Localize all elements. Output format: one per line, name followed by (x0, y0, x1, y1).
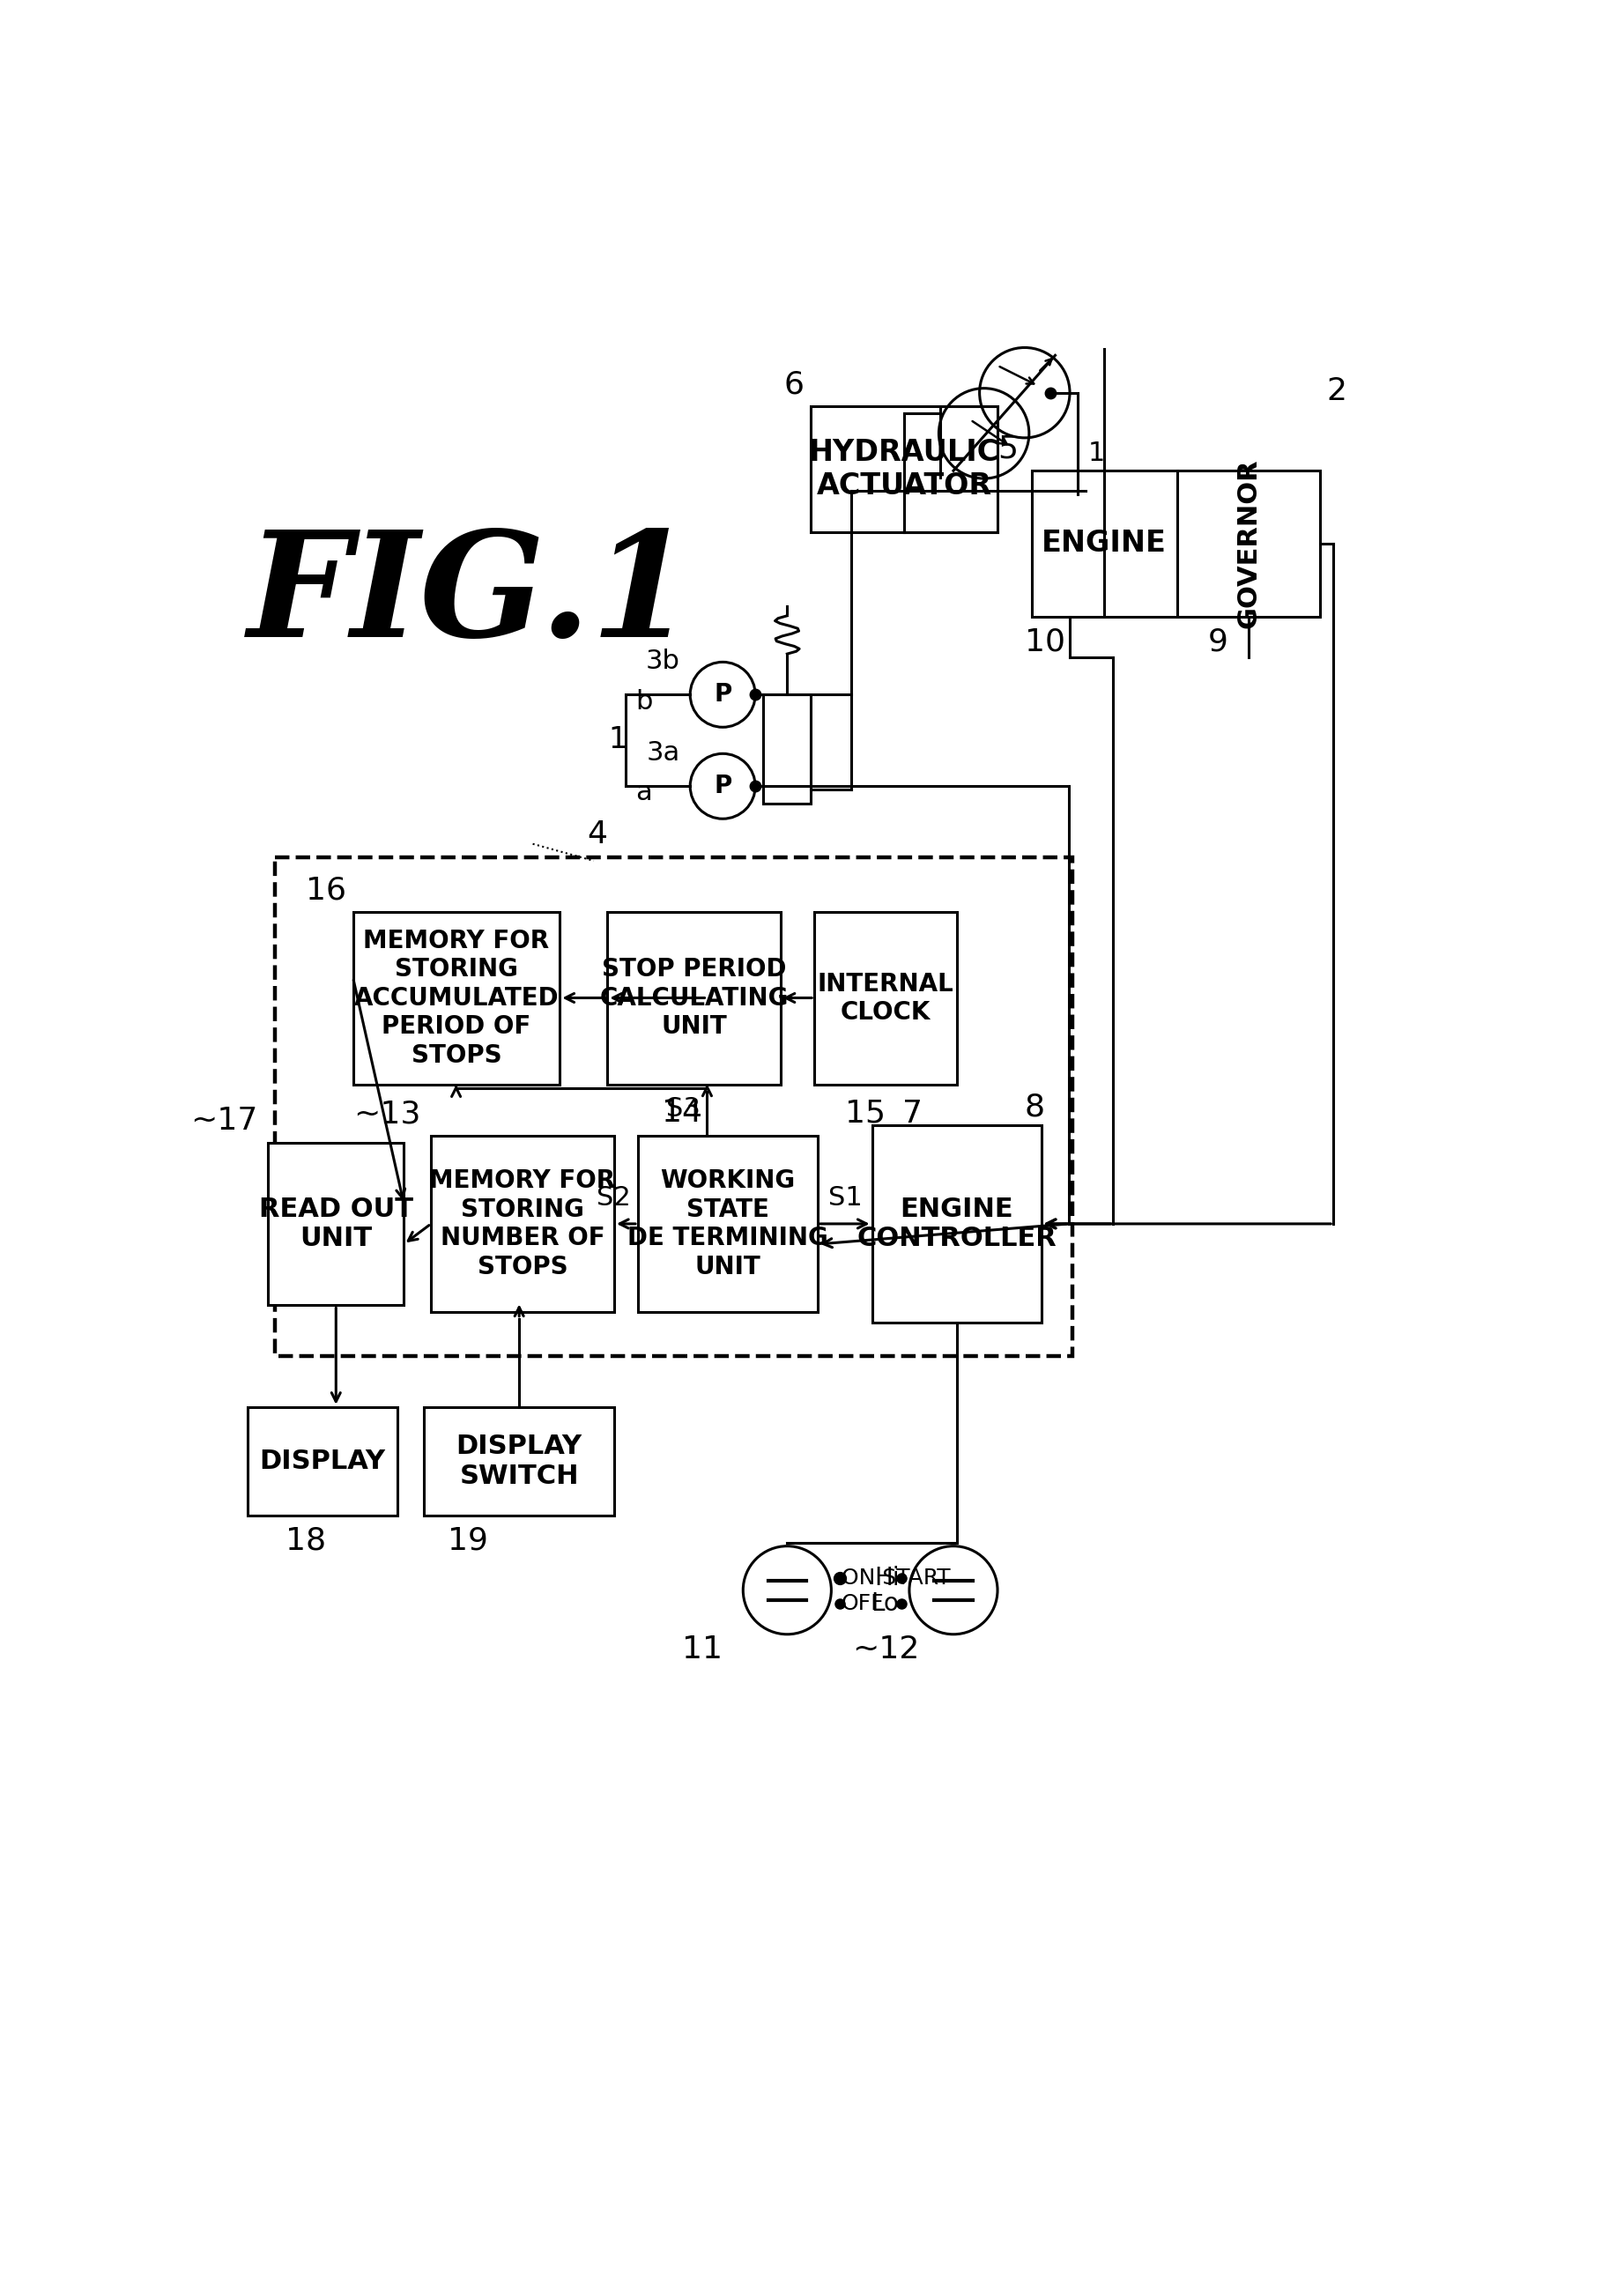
Text: HYDRAULIC
ACTUATOR: HYDRAULIC ACTUATOR (809, 438, 999, 500)
Text: OFF: OFF (841, 1594, 885, 1614)
Text: ON START: ON START (841, 1568, 950, 1589)
Text: b: b (637, 689, 653, 715)
Text: S2: S2 (598, 1185, 632, 1210)
Text: 5: 5 (997, 434, 1018, 463)
Bar (763, 694, 810, 804)
Text: 8: 8 (1025, 1091, 1044, 1121)
Text: a: a (637, 781, 653, 806)
Text: ENGINE
CONTROLLER: ENGINE CONTROLLER (857, 1196, 1057, 1251)
Text: P: P (715, 683, 732, 708)
Text: 16: 16 (305, 874, 346, 904)
Text: ENGINE: ENGINE (1043, 530, 1168, 557)
Text: 2: 2 (1327, 377, 1346, 406)
Text: ~13: ~13 (354, 1098, 421, 1128)
Bar (1031, 470, 1320, 616)
Bar (607, 911, 781, 1084)
Text: S3: S3 (666, 1096, 700, 1121)
Text: WORKING
STATE
DE TERMINING
UNIT: WORKING STATE DE TERMINING UNIT (627, 1169, 828, 1278)
Text: 18: 18 (286, 1525, 326, 1555)
Text: 1: 1 (1088, 441, 1104, 466)
Text: GOVERNOR: GOVERNOR (1236, 459, 1262, 628)
Text: 10: 10 (1025, 628, 1065, 658)
Text: ~17: ~17 (190, 1105, 258, 1135)
Text: 3b: 3b (646, 648, 680, 673)
Bar (814, 911, 957, 1084)
Bar (274, 858, 1072, 1356)
Text: 14: 14 (661, 1098, 702, 1128)
Bar (810, 406, 997, 532)
Text: STOP PERIOD
CALCULATING
UNIT: STOP PERIOD CALCULATING UNIT (599, 957, 788, 1039)
Bar (424, 1406, 614, 1516)
Text: 4: 4 (586, 820, 607, 849)
Text: S1: S1 (828, 1185, 862, 1210)
Bar (352, 911, 560, 1084)
Bar (638, 1135, 818, 1313)
Bar (248, 1406, 396, 1516)
Text: 7: 7 (903, 1098, 922, 1128)
Text: P: P (715, 774, 732, 799)
Text: 3a: 3a (646, 740, 680, 765)
Text: 9: 9 (1208, 628, 1228, 658)
Text: INTERNAL
CLOCK: INTERNAL CLOCK (817, 973, 953, 1025)
Text: ~12: ~12 (853, 1635, 919, 1664)
Text: DISPLAY
SWITCH: DISPLAY SWITCH (456, 1434, 581, 1489)
Text: 19: 19 (448, 1525, 489, 1555)
Text: 1: 1 (609, 726, 627, 756)
Text: READ OUT
UNIT: READ OUT UNIT (258, 1196, 412, 1251)
Text: 6: 6 (784, 370, 804, 400)
Text: 15: 15 (844, 1098, 885, 1128)
Text: 11: 11 (682, 1635, 723, 1664)
Text: MEMORY FOR
STORING
NUMBER OF
STOPS: MEMORY FOR STORING NUMBER OF STOPS (429, 1169, 615, 1278)
Text: DISPLAY: DISPLAY (260, 1447, 385, 1475)
Bar (430, 1135, 614, 1313)
Text: Lo: Lo (870, 1591, 900, 1616)
Text: MEMORY FOR
STORING
ACCUMULATED
PERIOD OF
STOPS: MEMORY FOR STORING ACCUMULATED PERIOD OF… (354, 929, 559, 1068)
Text: FIG.1: FIG.1 (248, 525, 693, 667)
Text: Hi: Hi (874, 1566, 900, 1591)
Bar (268, 1142, 404, 1306)
Bar (872, 1126, 1041, 1322)
